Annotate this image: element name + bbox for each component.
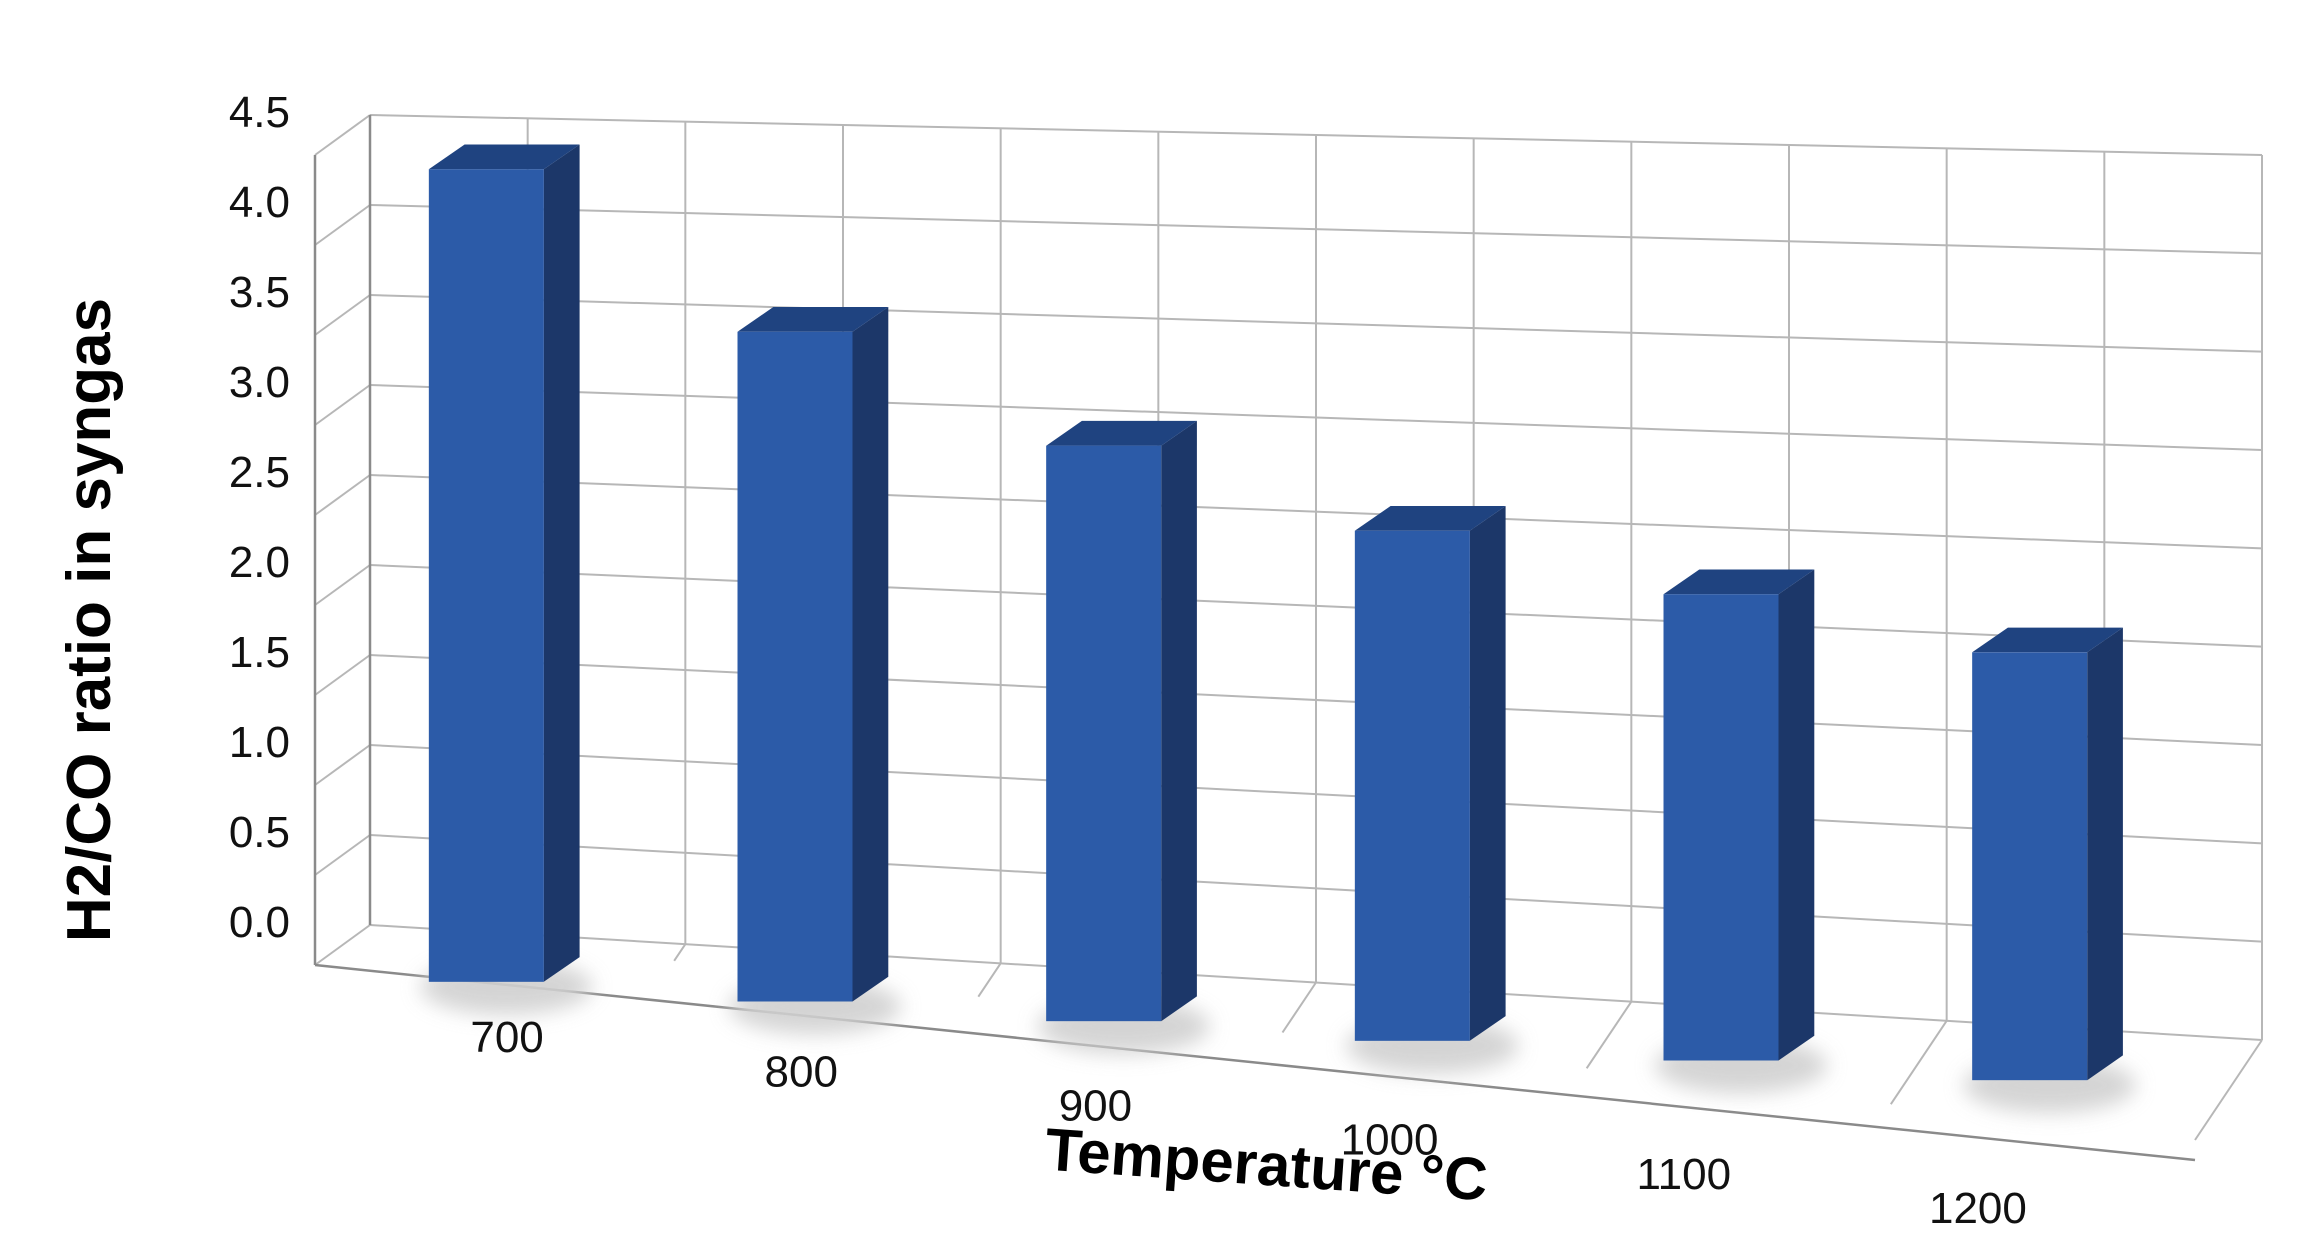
y-tick-label: 3.5 (229, 268, 290, 317)
bar-side (1469, 506, 1506, 1041)
bar-top (737, 307, 889, 332)
x-tick-label: 1200 (1929, 1184, 2027, 1233)
tick-labels: 0.0 0.5 1.0 1.5 2.0 2.5 3.0 3.5 4.0 4.5 700 800 900 1… (229, 88, 2027, 1233)
bar-800 (737, 331, 853, 1002)
bar-side (1778, 569, 1815, 1061)
gridline-depth (314, 114, 371, 156)
x-tick-label: 1000 (1341, 1116, 1439, 1165)
bar-top (1972, 627, 2123, 653)
x-tick-label: 1100 (1636, 1150, 1731, 1199)
y-tick-label: 2.0 (229, 538, 290, 587)
gridline-depth (314, 384, 371, 426)
bar-side (2087, 627, 2123, 1081)
x-tick-label: 900 (1059, 1081, 1132, 1130)
y-tick-label: 1.0 (229, 718, 290, 767)
bar-side (543, 144, 580, 982)
gridline-depth (314, 474, 371, 516)
bar-top (1046, 420, 1197, 446)
gridline-depth (314, 204, 371, 246)
bar-top (1354, 506, 1506, 531)
bar-top (428, 144, 580, 170)
bar-1200 (1972, 652, 2088, 1081)
floor-gridline (2194, 1039, 2263, 1141)
bar-top (1663, 569, 1815, 595)
gridline-depth (314, 834, 371, 876)
x-tick-label: 700 (470, 1013, 543, 1062)
x-axis-line (314, 963, 2196, 1162)
bar-1100 (1663, 594, 1779, 1061)
gridline-depth (314, 564, 371, 606)
y-tick-label: 1.5 (229, 628, 290, 677)
y-tick-label: 2.5 (229, 448, 290, 497)
bar-side (852, 307, 889, 1002)
y-tick-label: 3.0 (229, 358, 290, 407)
bar-1000 (1354, 530, 1470, 1041)
y-tick-label: 4.5 (229, 88, 290, 137)
floor-gridline (1890, 1020, 1948, 1105)
y-tick-label: 0.0 (229, 898, 290, 947)
y-axis-title: H2/CO ratio in syngas (55, 298, 124, 942)
y-tick-label: 0.5 (229, 808, 290, 857)
bar-side (1161, 420, 1197, 1022)
gridline-depth (314, 654, 371, 696)
gridline-depth (314, 294, 371, 336)
floor-gridline (673, 943, 687, 962)
floor-gridline (977, 962, 1002, 998)
bar-900 (1046, 445, 1162, 1022)
floor-gridline (1585, 1001, 1633, 1069)
gridline-depth (314, 744, 371, 786)
gridlines (314, 114, 2263, 1141)
bar-700 (428, 169, 544, 982)
y-tick-label: 4.0 (229, 178, 290, 227)
bars (420, 144, 2136, 1114)
gridline-depth (314, 924, 371, 966)
axes (313, 115, 2196, 1162)
floor-gridline (1281, 981, 1317, 1034)
x-tick-label: 800 (765, 1047, 838, 1096)
